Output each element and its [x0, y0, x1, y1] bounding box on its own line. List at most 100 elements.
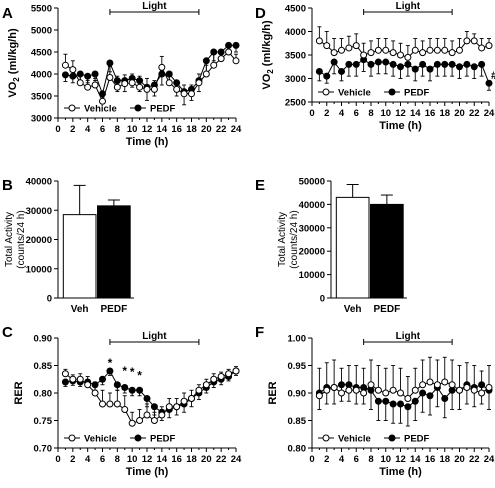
data-point-d-vehicle-1 [323, 42, 331, 50]
data-point-c-pedf-7 [113, 381, 121, 389]
chart-a [54, 7, 240, 122]
x-tick-label-a-6: 12 [142, 124, 153, 135]
y-tick-label-d-3: 4000 [285, 27, 306, 38]
x-tick-label-a-4: 8 [115, 124, 120, 135]
data-point-a-vehicle-0 [61, 61, 69, 69]
data-point-c-pedf-5 [99, 375, 106, 383]
chart-e [327, 180, 407, 299]
category-label-b-1: PEDF [101, 304, 128, 315]
light-label-a: Light [142, 1, 167, 12]
legend-marker-vehicle-d [322, 88, 330, 96]
category-label-e-0: Veh [344, 304, 362, 315]
data-point-d-vehicle-4 [345, 44, 353, 52]
x-tick-label-d-9: 18 [439, 108, 450, 119]
data-point-d-vehicle-2 [330, 49, 338, 57]
y-axis-label-e: Total Activity [277, 212, 288, 267]
data-point-a-pedf-23 [232, 41, 240, 49]
y-axis-label-b: Total Activity [4, 212, 15, 267]
x-tick-label-a-2: 4 [85, 124, 91, 135]
series-line-c-pedf [65, 370, 237, 413]
legend-label-pedf-c: PEDF [150, 434, 176, 445]
data-point-f-vehicle-20 [463, 384, 471, 391]
data-point-a-vehicle-18 [195, 79, 203, 87]
data-point-d-vehicle-15 [426, 46, 434, 54]
data-point-d-pedf-23 [485, 79, 493, 87]
y-tick-label-d-2: 3500 [285, 51, 306, 62]
data-point-c-vehicle-15 [173, 403, 181, 411]
x-tick-label-f-10: 20 [454, 454, 465, 465]
data-point-d-vehicle-12 [404, 53, 412, 61]
x-tick-label-a-11: 22 [216, 124, 227, 135]
y-tick-label-e-2: 20000 [299, 247, 325, 258]
x-tick-label-a-12: 24 [231, 124, 242, 135]
x-tick-label-d-0: 0 [309, 108, 314, 119]
data-point-d-pedf-8 [374, 58, 382, 66]
y-tick-label-e-0: 0 [320, 294, 325, 305]
data-point-c-vehicle-10 [136, 417, 144, 424]
data-point-d-pedf-21 [470, 63, 478, 71]
x-tick-label-f-9: 18 [439, 454, 450, 465]
legend-marker-vehicle-f [322, 434, 330, 442]
data-point-d-pedf-15 [426, 65, 434, 73]
data-point-c-vehicle-23 [232, 367, 240, 375]
data-point-c-pedf-6 [106, 367, 114, 375]
x-axis-label-d: Time (h) [379, 120, 422, 132]
y-tick-label-c-0: 0.70 [34, 444, 53, 455]
data-point-c-vehicle-17 [188, 395, 195, 402]
data-point-f-vehicle-8 [374, 386, 382, 394]
data-point-c-pedf-8 [121, 384, 129, 391]
data-point-d-vehicle-21 [470, 37, 478, 45]
x-tick-label-f-3: 6 [354, 454, 359, 465]
data-point-c-vehicle-2 [76, 375, 84, 383]
y-axis-label-units-b: (counts/24 h) [16, 210, 27, 268]
data-point-d-vehicle-16 [433, 46, 441, 54]
data-point-c-vehicle-6 [106, 400, 114, 408]
data-point-f-vehicle-21 [470, 386, 478, 394]
data-point-a-pedf-19 [202, 57, 210, 65]
data-point-d-vehicle-20 [463, 37, 471, 45]
x-tick-label-c-10: 20 [201, 454, 212, 465]
data-point-a-pedf-3 [84, 72, 92, 80]
data-point-c-pedf-9 [128, 386, 136, 394]
data-point-f-vehicle-16 [433, 381, 441, 389]
data-point-f-vehicle-15 [426, 378, 434, 386]
data-point-a-vehicle-14 [165, 79, 173, 87]
data-point-d-pedf-5 [352, 60, 360, 68]
data-point-a-vehicle-15 [173, 85, 181, 93]
legend-marker-pedf-f [388, 434, 396, 442]
legend-label-pedf-a: PEDF [150, 104, 176, 115]
y-tick-label-d-0: 2500 [285, 98, 306, 109]
x-tick-label-d-6: 12 [395, 108, 406, 119]
x-tick-label-f-4: 8 [368, 454, 373, 465]
data-point-f-vehicle-18 [448, 381, 456, 389]
y-axis-label-units-e: (counts/24 h) [289, 210, 300, 268]
significance-star-c-3: * [137, 368, 142, 382]
data-point-a-vehicle-9 [128, 79, 136, 87]
x-tick-label-c-5: 10 [127, 454, 138, 465]
legend-label-pedf-d: PEDF [404, 88, 430, 99]
data-point-c-vehicle-3 [84, 381, 92, 389]
data-point-a-vehicle-17 [188, 90, 195, 98]
data-point-a-vehicle-19 [202, 70, 210, 78]
x-tick-label-f-7: 14 [410, 454, 421, 465]
x-tick-label-d-12: 24 [484, 108, 495, 119]
data-point-f-pedf-14 [419, 389, 427, 397]
y-tick-label-c-1: 0.75 [34, 416, 53, 427]
x-tick-label-a-7: 14 [157, 124, 168, 135]
data-point-f-vehicle-22 [478, 389, 486, 397]
data-point-c-vehicle-9 [128, 419, 136, 427]
data-point-f-vehicle-11 [397, 389, 404, 397]
x-tick-label-f-5: 10 [380, 454, 391, 465]
data-point-d-vehicle-5 [352, 42, 360, 50]
data-point-a-vehicle-8 [121, 80, 129, 88]
data-point-f-vehicle-14 [419, 381, 427, 389]
data-point-f-vehicle-6 [360, 389, 368, 397]
data-point-c-vehicle-11 [143, 411, 151, 419]
x-tick-label-d-10: 20 [454, 108, 465, 119]
bar-b-pedf [97, 205, 131, 299]
light-label-d: Light [396, 1, 421, 12]
data-point-a-vehicle-2 [76, 79, 84, 87]
y-tick-label-f-3: 0.95 [288, 361, 307, 372]
data-point-c-vehicle-14 [165, 403, 173, 411]
